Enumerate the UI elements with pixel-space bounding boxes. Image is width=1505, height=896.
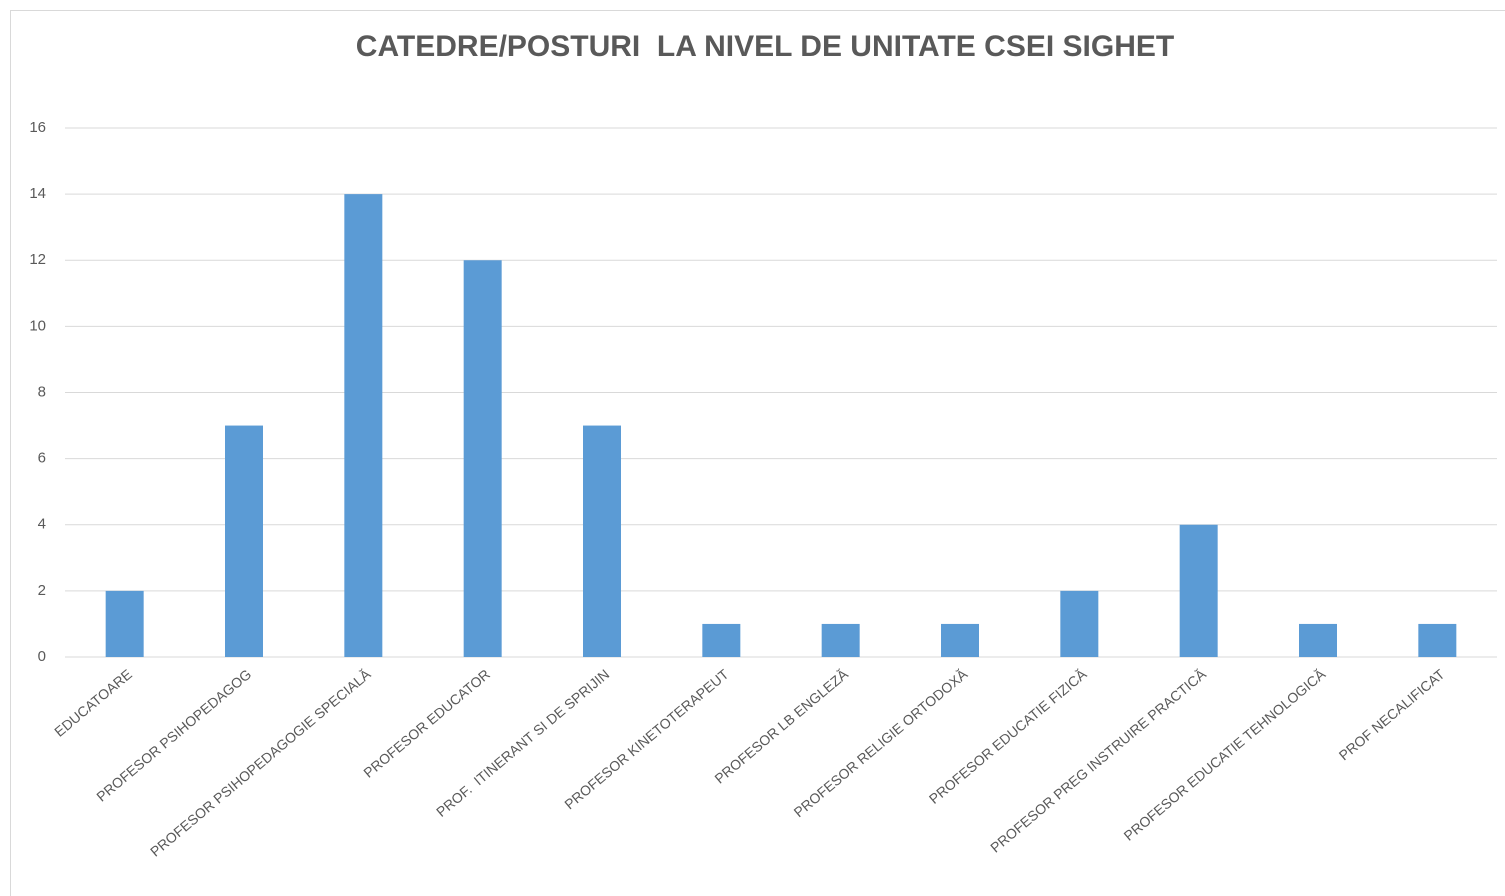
bar	[225, 425, 263, 657]
chart-border	[10, 10, 1505, 896]
bar	[821, 623, 860, 657]
y-tick-label: 10	[29, 317, 46, 334]
bar	[105, 590, 144, 657]
x-tick-label: PROFESOR PREG INSTRUIRE PRACTICĂ	[987, 665, 1209, 855]
y-tick-label: 14	[29, 185, 46, 202]
bar	[702, 623, 741, 657]
bar	[941, 623, 979, 657]
bar	[463, 260, 502, 657]
bar	[1179, 524, 1218, 657]
bar	[1060, 590, 1099, 657]
bar	[1299, 623, 1337, 657]
bar	[583, 425, 621, 657]
x-tick-label: PROFESOR EDUCATIE TEHNOLOGICĂ	[1121, 665, 1329, 843]
y-tick-label: 12	[29, 251, 46, 268]
x-tick-label: PROFESOR LB ENGLEZĂ	[711, 665, 851, 786]
x-tick-label: PROF NECALIFICAT	[1336, 666, 1448, 764]
x-tick-label: PROFESOR EDUCATOR	[360, 666, 493, 781]
y-tick-label: 16	[29, 119, 46, 136]
y-tick-label: 2	[38, 582, 46, 599]
y-tick-label: 0	[38, 648, 46, 665]
chart-title: CATEDRE/POSTURI LA NIVEL DE UNITATE CSEI…	[356, 30, 1174, 63]
y-tick-label: 4	[38, 516, 46, 533]
bar	[344, 194, 383, 657]
y-tick-label: 6	[38, 450, 46, 467]
y-tick-label: 8	[38, 383, 46, 400]
x-tick-label: EDUCATOARE	[51, 666, 135, 740]
bar	[1418, 623, 1457, 657]
x-tick-label: PROFESOR PSIHOPEDAGOGIE SPECIALĂ	[147, 665, 374, 859]
